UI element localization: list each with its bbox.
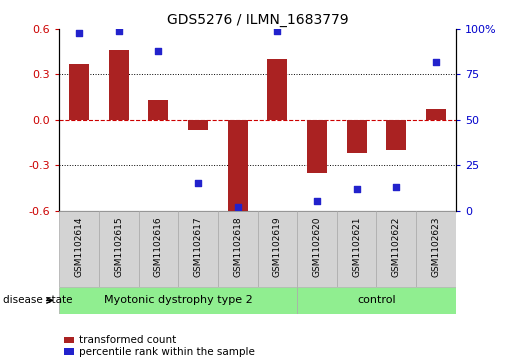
Bar: [386, 120, 406, 150]
Bar: [99, 211, 139, 287]
Bar: [267, 59, 287, 120]
Bar: [426, 109, 446, 120]
Point: [194, 180, 202, 186]
Bar: [64, 337, 74, 343]
Point: [273, 28, 281, 34]
Point: [352, 186, 360, 192]
Bar: [297, 211, 337, 287]
Bar: [297, 287, 456, 314]
Text: GSM1102614: GSM1102614: [75, 217, 83, 277]
Bar: [64, 348, 74, 355]
Text: GSM1102622: GSM1102622: [392, 217, 401, 277]
Point: [392, 184, 401, 190]
Bar: [376, 211, 416, 287]
Bar: [218, 211, 258, 287]
Bar: [139, 211, 178, 287]
Point: [432, 59, 440, 65]
Text: percentile rank within the sample: percentile rank within the sample: [79, 347, 255, 357]
Bar: [416, 211, 456, 287]
Text: GSM1102616: GSM1102616: [154, 217, 163, 277]
Text: GSM1102618: GSM1102618: [233, 217, 242, 277]
Bar: [69, 64, 89, 120]
Text: GSM1102619: GSM1102619: [273, 217, 282, 277]
Text: GSM1102617: GSM1102617: [194, 217, 202, 277]
Bar: [59, 211, 99, 287]
Text: Myotonic dystrophy type 2: Myotonic dystrophy type 2: [104, 295, 252, 305]
Text: GSM1102621: GSM1102621: [352, 217, 361, 277]
Text: control: control: [357, 295, 396, 305]
Title: GDS5276 / ILMN_1683779: GDS5276 / ILMN_1683779: [167, 13, 348, 26]
Bar: [178, 211, 218, 287]
Point: [154, 48, 163, 54]
Text: GSM1102620: GSM1102620: [313, 217, 321, 277]
Bar: [337, 211, 376, 287]
Bar: [109, 50, 129, 120]
Bar: [258, 211, 297, 287]
Bar: [148, 100, 168, 120]
Point: [234, 204, 242, 210]
Bar: [307, 120, 327, 173]
Bar: [228, 120, 248, 213]
Point: [114, 28, 123, 34]
Text: disease state: disease state: [3, 295, 72, 305]
Bar: [59, 287, 297, 314]
Text: GSM1102623: GSM1102623: [432, 217, 440, 277]
Point: [313, 199, 321, 204]
Text: transformed count: transformed count: [79, 335, 176, 345]
Bar: [188, 120, 208, 130]
Bar: [347, 120, 367, 153]
Point: [75, 30, 83, 36]
Text: GSM1102615: GSM1102615: [114, 217, 123, 277]
